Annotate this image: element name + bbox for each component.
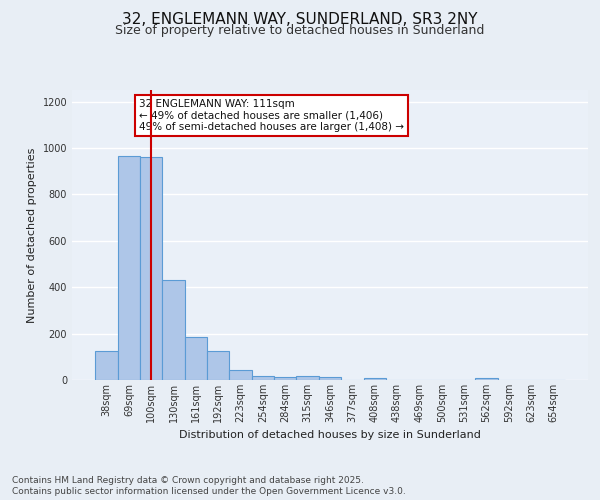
Bar [163,280,185,380]
X-axis label: Distribution of detached houses by size in Sunderland: Distribution of detached houses by size … [179,430,481,440]
Text: Contains HM Land Registry data © Crown copyright and database right 2025.: Contains HM Land Registry data © Crown c… [12,476,364,485]
Bar [140,158,163,380]
Bar [274,377,296,380]
Text: Size of property relative to detached houses in Sunderland: Size of property relative to detached ho… [115,24,485,37]
Bar [296,376,319,380]
Bar [319,377,341,380]
Bar [252,376,274,380]
Text: 32, ENGLEMANN WAY, SUNDERLAND, SR3 2NY: 32, ENGLEMANN WAY, SUNDERLAND, SR3 2NY [122,12,478,28]
Y-axis label: Number of detached properties: Number of detached properties [27,148,37,322]
Bar [95,351,118,380]
Bar [185,337,207,380]
Bar [118,156,140,380]
Text: 32 ENGLEMANN WAY: 111sqm
← 49% of detached houses are smaller (1,406)
49% of sem: 32 ENGLEMANN WAY: 111sqm ← 49% of detach… [139,98,404,132]
Bar [475,378,497,380]
Bar [207,351,229,380]
Bar [364,378,386,380]
Text: Contains public sector information licensed under the Open Government Licence v3: Contains public sector information licen… [12,488,406,496]
Bar [229,370,252,380]
